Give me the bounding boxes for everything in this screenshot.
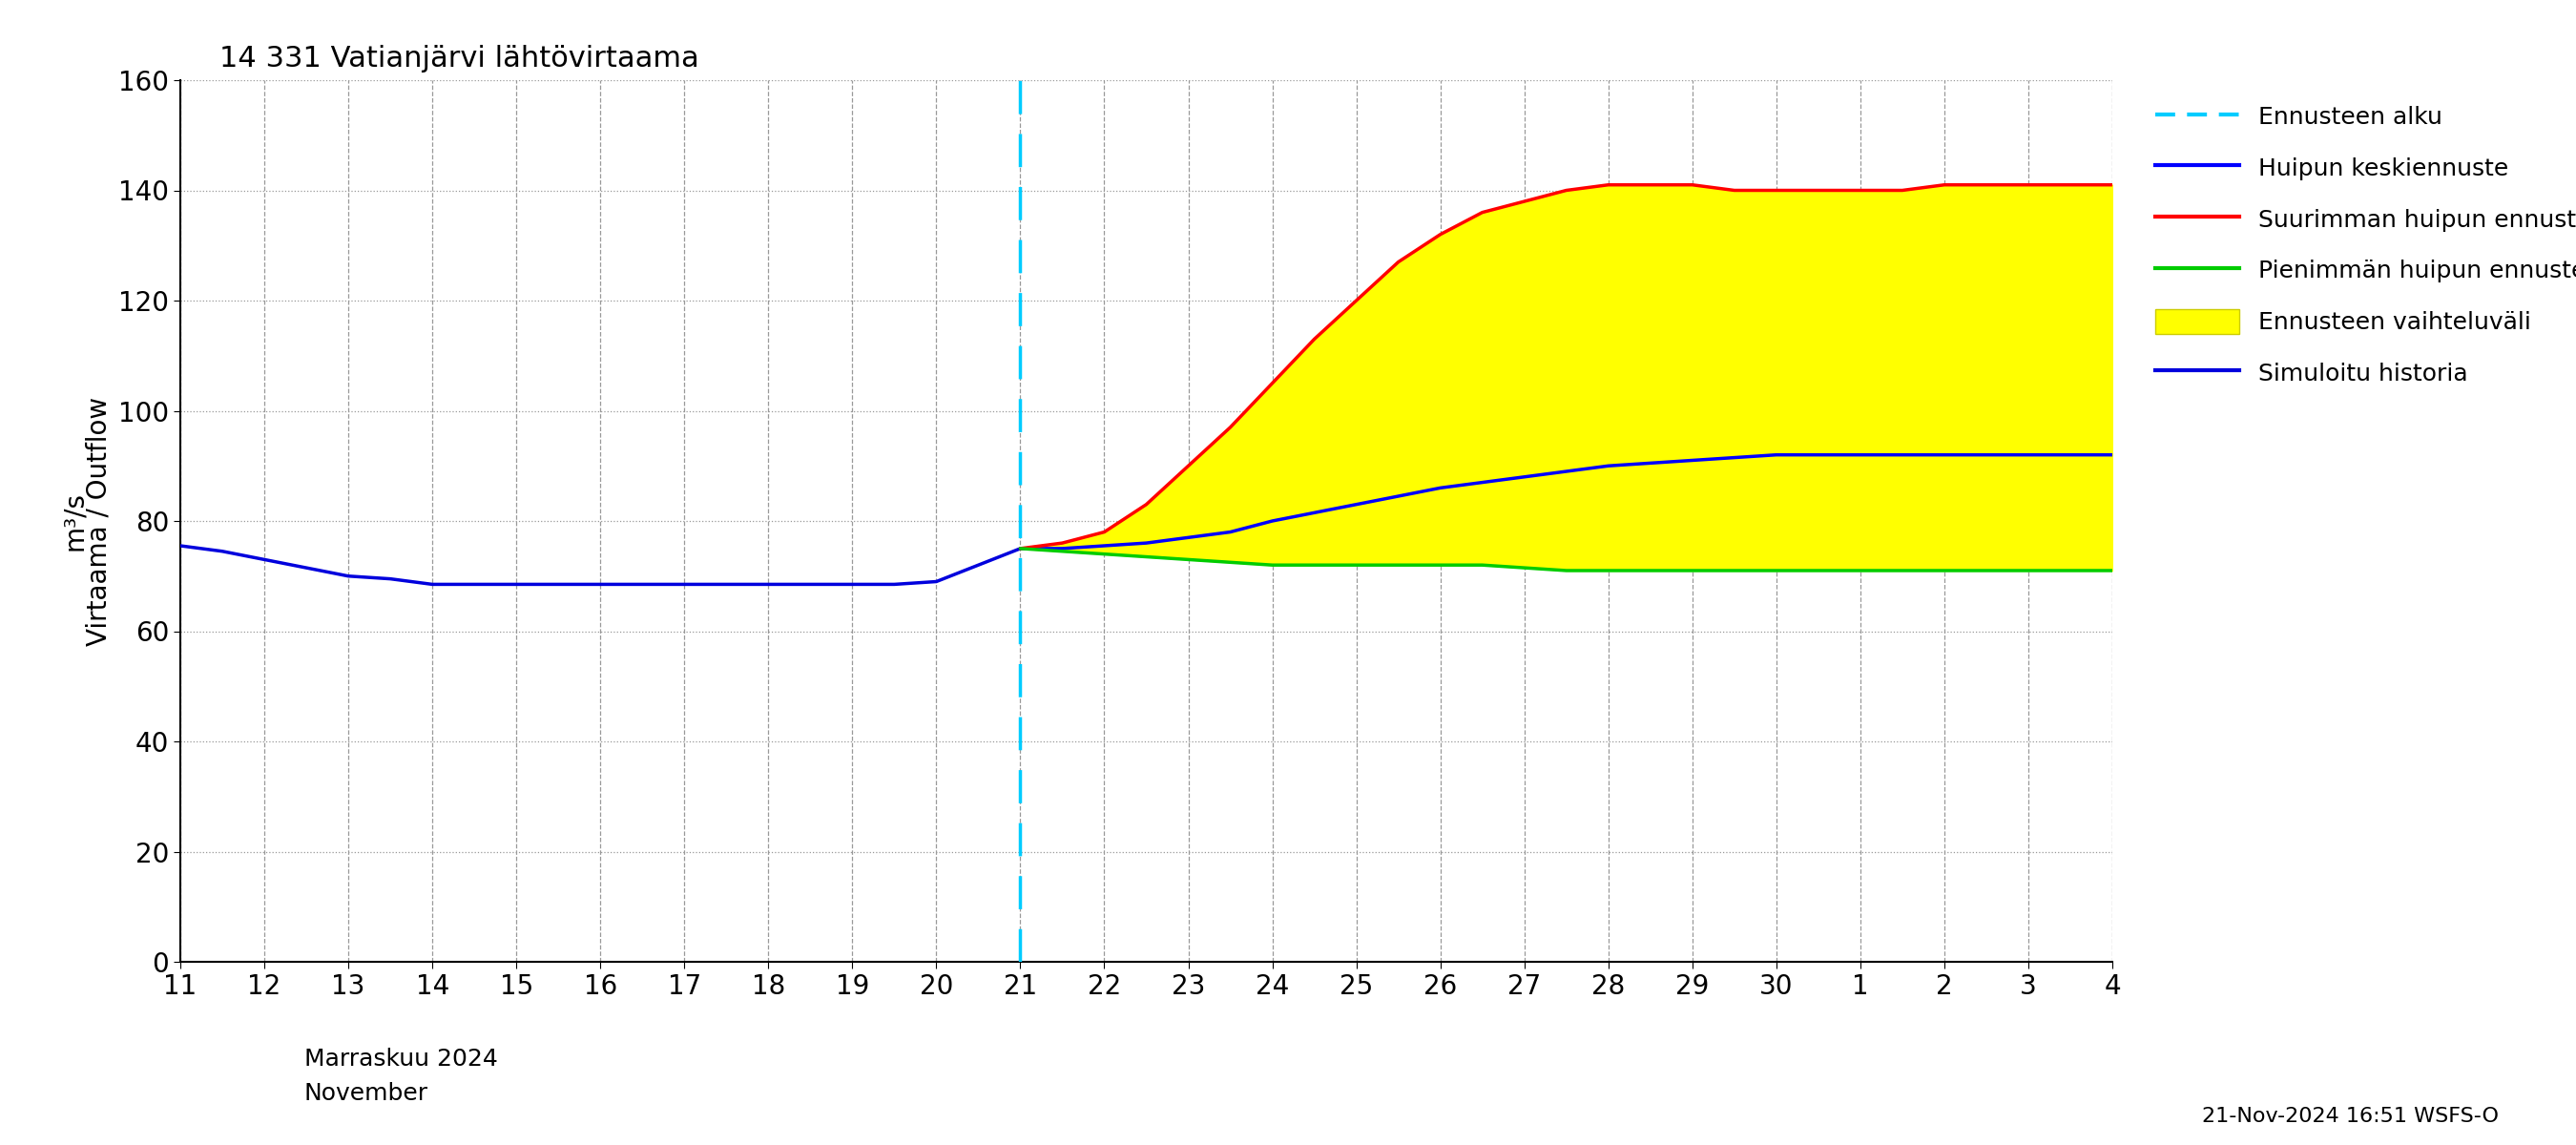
Text: 14 331 Vatianjärvi lähtövirtaama: 14 331 Vatianjärvi lähtövirtaama xyxy=(219,45,698,72)
Text: 21-Nov-2024 16:51 WSFS-O: 21-Nov-2024 16:51 WSFS-O xyxy=(2202,1107,2499,1126)
Text: m³/s: m³/s xyxy=(62,491,88,551)
Y-axis label: Virtaama / Outflow: Virtaama / Outflow xyxy=(85,396,111,646)
Text: Marraskuu 2024: Marraskuu 2024 xyxy=(304,1048,497,1071)
Legend: Ennusteen alku, Huipun keskiennuste, Suurimman huipun ennuste, Pienimmän huipun : Ennusteen alku, Huipun keskiennuste, Suu… xyxy=(2143,92,2576,397)
Text: November: November xyxy=(304,1082,428,1105)
